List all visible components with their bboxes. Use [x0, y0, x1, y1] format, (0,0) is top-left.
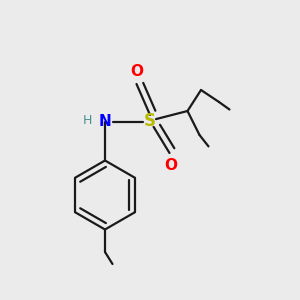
- Text: N: N: [99, 114, 111, 129]
- Text: H: H: [82, 113, 92, 127]
- Text: O: O: [164, 158, 178, 173]
- Text: S: S: [144, 112, 156, 130]
- Text: O: O: [130, 64, 143, 79]
